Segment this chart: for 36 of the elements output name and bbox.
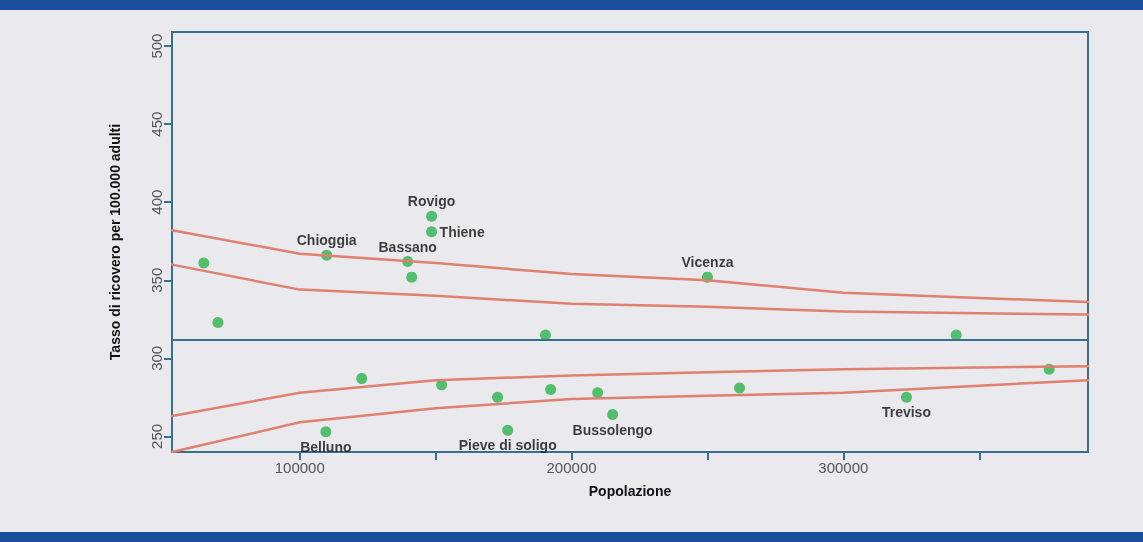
annotation: Bussolengo	[572, 421, 653, 438]
point	[734, 382, 746, 394]
x-tick-label: 300000	[818, 459, 869, 476]
x-tick-label: 100000	[274, 459, 325, 476]
annotation: Belluno	[300, 438, 352, 455]
x-axis-title: Popolazione	[588, 483, 672, 499]
point	[545, 384, 557, 396]
point	[426, 210, 438, 222]
line-series	[170, 364, 1090, 418]
line-series	[170, 378, 1090, 454]
point	[426, 226, 438, 238]
point	[198, 257, 210, 269]
annotation: Treviso	[881, 404, 931, 421]
y-tick-label: 250	[148, 423, 165, 449]
point	[900, 391, 912, 403]
annotation: Pieve di soligo	[458, 437, 557, 454]
annotation: Vicenza	[681, 254, 734, 271]
y-tick-label: 300	[148, 345, 165, 371]
point	[607, 409, 619, 421]
point	[502, 424, 514, 436]
point	[320, 426, 332, 438]
x-tick-label: 200000	[546, 459, 597, 476]
annotation: Bassano	[378, 238, 437, 255]
point	[492, 391, 504, 403]
y-tick-label: 350	[148, 267, 165, 293]
point	[356, 373, 368, 385]
y-axis-title: Tasso di ricovero per 100.000 adulti	[107, 123, 123, 361]
y-tick-label: 400	[148, 189, 165, 215]
y-tick-label: 500	[148, 33, 165, 59]
point	[406, 271, 418, 283]
y-tick-label: 450	[148, 111, 165, 137]
annotation: Thiene	[439, 223, 485, 240]
annotation: Rovigo	[407, 193, 456, 210]
annotation: Chioggia	[296, 232, 357, 249]
point	[212, 316, 224, 328]
point	[592, 387, 604, 399]
